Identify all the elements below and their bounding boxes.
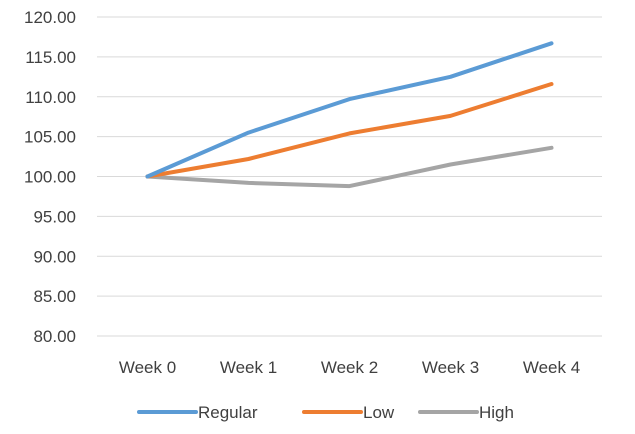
legend-label-high: High [479, 403, 514, 422]
y-tick-label: 110.00 [25, 88, 76, 107]
series-line-low [145, 82, 554, 179]
series-line-regular [145, 41, 554, 179]
y-tick-label: 90.00 [33, 247, 76, 266]
y-tick-label: 100.00 [24, 168, 76, 187]
y-tick-label: 120.00 [24, 8, 76, 27]
x-tick-label: Week 0 [119, 358, 176, 377]
x-tick-label: Week 4 [523, 358, 580, 377]
y-tick-label: 85.00 [33, 287, 76, 306]
y-tick-label: 95.00 [33, 207, 76, 226]
x-tick-label: Week 2 [321, 358, 378, 377]
gridlines [97, 16, 602, 337]
legend-label-regular: Regular [198, 403, 258, 422]
y-tick-label: 115.00 [25, 48, 76, 67]
y-tick-label: 105.00 [24, 128, 76, 147]
series-line-high [145, 145, 554, 189]
y-axis-tick-labels: 80.00 85.00 90.00 95.00 100.00 105.00 110.00 11… [24, 8, 76, 346]
x-tick-label: Week 3 [422, 358, 479, 377]
x-tick-label: Week 1 [220, 358, 277, 377]
legend-label-low: Low [363, 403, 395, 422]
x-axis-tick-labels: Week 0 Week 1 Week 2 Week 3 Week 4 [119, 358, 580, 377]
y-tick-label: 80.00 [33, 327, 76, 346]
series-lines [145, 41, 554, 189]
legend: Regular Low High [137, 403, 514, 422]
